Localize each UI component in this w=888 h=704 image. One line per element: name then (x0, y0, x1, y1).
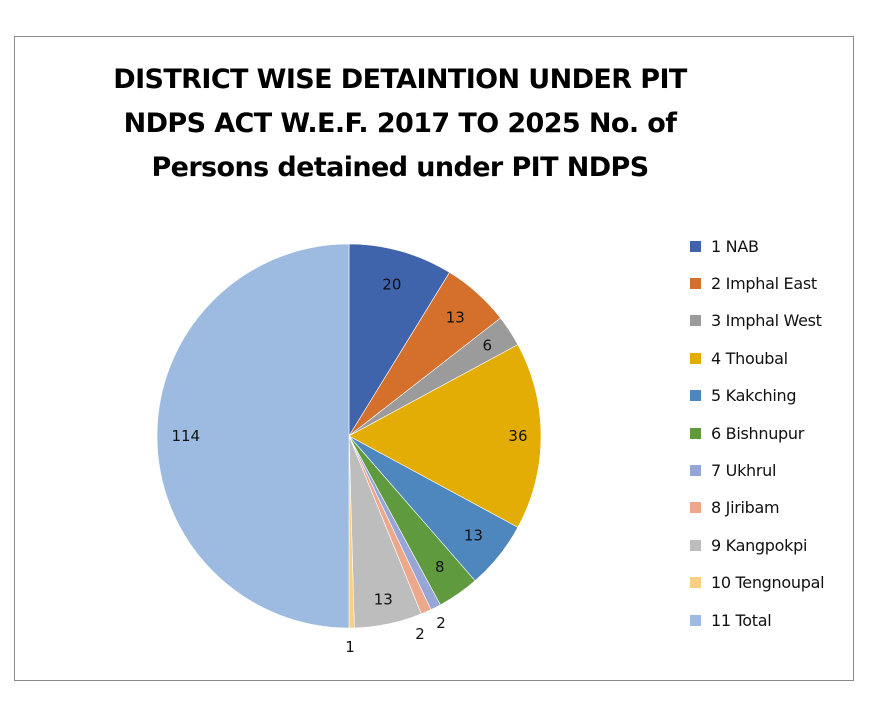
data-label-8-jiribam: 2 (415, 625, 425, 643)
pie-slice-4-thoubal (348, 344, 542, 528)
legend-item-5-kakching: 5 Kakching (690, 386, 797, 406)
legend-label: 6 Bishnupur (711, 423, 805, 443)
legend-item-3-imphal-west: 3 Imphal West (690, 311, 822, 331)
legend-item-2-imphal-east: 2 Imphal East (690, 273, 817, 293)
legend-item-6-bishnupur: 6 Bishnupur (690, 423, 804, 443)
legend-swatch (690, 464, 701, 476)
legend-label: 10 Tengnoupal (711, 573, 825, 593)
data-label-4-thoubal: 36 (508, 427, 527, 445)
data-label-9-kangpokpi: 13 (374, 590, 393, 608)
legend-label: 2 Imphal East (711, 273, 817, 293)
data-label-5-kakching: 13 (464, 527, 483, 545)
legend-swatch (690, 427, 701, 439)
legend-label: 3 Imphal West (711, 311, 822, 331)
chart-title-line-1: DISTRICT WISE DETAINTION UNDER PIT (113, 64, 687, 95)
legend-swatch (690, 277, 701, 289)
data-label-10-tengnoupal: 1 (345, 638, 355, 656)
legend-swatch (690, 390, 701, 402)
chart-title-line-2: NDPS ACT W.E.F. 2017 TO 2025 No. of (123, 108, 677, 139)
legend-swatch (690, 539, 701, 551)
legend-item-7-ukhrul: 7 Ukhrul (690, 460, 776, 480)
pie-data-labels: 20 13 6 36 13 8 22 13 1 114 (171, 276, 527, 656)
legend-swatch (690, 315, 701, 327)
legend-label: 7 Ukhrul (711, 460, 777, 480)
legend-item-8-jiribam: 8 Jiribam (690, 498, 780, 518)
legend-swatch (690, 502, 701, 514)
legend-label: 5 Kakching (711, 386, 797, 406)
legend-item-1-nab: 1 NAB (690, 236, 759, 256)
chart-title-line-3: Persons detained under PIT NDPS (151, 152, 649, 183)
legend-label: 1 NAB (711, 236, 759, 256)
legend-swatch (690, 352, 701, 364)
legend-label: 8 Jiribam (711, 498, 780, 518)
pie-slice-11-total (156, 243, 350, 629)
legend-item-9-kangpokpi: 9 Kangpokpi (690, 535, 807, 555)
pie-slice-1-nab (348, 243, 450, 438)
data-label-7-ukhrul: 2 (436, 614, 446, 632)
data-label-6-bishnupur: 8 (435, 558, 445, 576)
legend-swatch (690, 614, 701, 626)
legend-item-10-tengnoupal: 10 Tengnoupal (690, 573, 825, 593)
legend-item-4-thoubal: 4 Thoubal (690, 348, 788, 368)
chart-title: DISTRICT WISE DETAINTION UNDER PIT NDPS … (50, 58, 750, 190)
data-label-3-imphal-west: 6 (482, 337, 492, 355)
data-label-11-total: 114 (171, 427, 200, 445)
legend-swatch (690, 240, 701, 252)
data-label-1-nab: 20 (382, 276, 401, 294)
pie-slices (156, 243, 542, 629)
legend-label: 4 Thoubal (711, 348, 788, 368)
data-label-2-imphal-east: 13 (446, 308, 465, 326)
legend-label: 9 Kangpokpi (711, 535, 808, 555)
legend-item-11-total: 11 Total (690, 610, 772, 630)
legend-label: 11 Total (711, 610, 772, 630)
legend-swatch (690, 577, 701, 589)
